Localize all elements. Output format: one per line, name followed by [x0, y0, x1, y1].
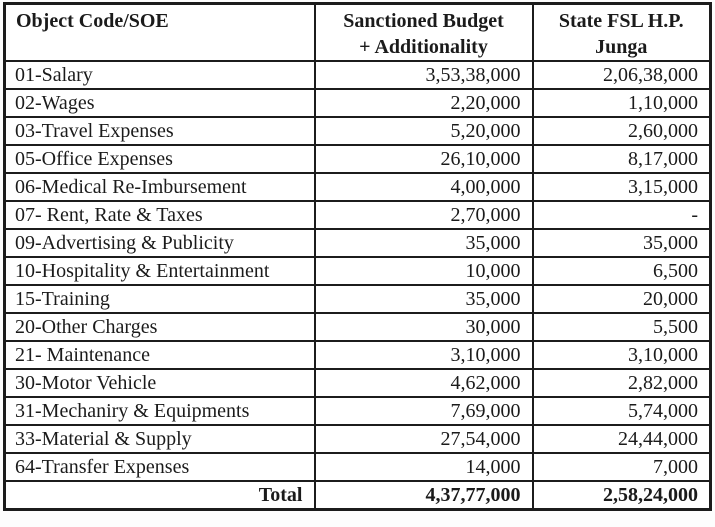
state-fsl-value: 1,10,000 — [531, 88, 712, 118]
row-label: 31-Mechaniry & Equipments — [3, 396, 316, 426]
total-label: Total — [3, 480, 316, 511]
row-label: 15-Training — [3, 284, 316, 314]
budget-table: Object Code/SOE Sanctioned Budget + Addi… — [3, 2, 712, 511]
state-fsl-value: 6,500 — [531, 256, 712, 286]
sanctioned-value: 5,20,000 — [313, 116, 534, 146]
table-row: 64-Transfer Expenses 14,000 7,000 — [3, 452, 712, 482]
row-label: 02-Wages — [3, 88, 316, 118]
state-fsl-value: 2,82,000 — [531, 368, 712, 398]
state-fsl-value: 5,500 — [531, 312, 712, 342]
sanctioned-value: 3,10,000 — [313, 340, 534, 370]
row-label: 06-Medical Re-Imbursement — [3, 172, 316, 202]
sanctioned-value: 27,54,000 — [313, 424, 534, 454]
table-row: 31-Mechaniry & Equipments 7,69,000 5,74,… — [3, 396, 712, 426]
sanctioned-value: 26,10,000 — [313, 144, 534, 174]
row-label: 30-Motor Vehicle — [3, 368, 316, 398]
col-header-state-fsl: State FSL H.P. Junga — [531, 2, 712, 62]
row-label: 21- Maintenance — [3, 340, 316, 370]
col-header-state-fsl-line1: State FSL H.P. — [558, 10, 684, 32]
table-row: 10-Hospitality & Entertainment 10,000 6,… — [3, 256, 712, 286]
row-label: 64-Transfer Expenses — [3, 452, 316, 482]
row-label: 01-Salary — [3, 60, 316, 90]
col-header-sanctioned-line1: Sanctioned Budget — [343, 10, 504, 32]
sanctioned-value: 10,000 — [313, 256, 534, 286]
row-label: 07- Rent, Rate & Taxes — [3, 200, 316, 230]
col-header-sanctioned-line2: + Additionality — [359, 36, 488, 58]
row-label: 05-Office Expenses — [3, 144, 316, 174]
table-row: 03-Travel Expenses 5,20,000 2,60,000 — [3, 116, 712, 146]
state-fsl-value: 3,15,000 — [531, 172, 712, 202]
sanctioned-value: 14,000 — [313, 452, 534, 482]
table-row: 15-Training 35,000 20,000 — [3, 284, 712, 314]
table-row: 30-Motor Vehicle 4,62,000 2,82,000 — [3, 368, 712, 398]
header-row: Object Code/SOE Sanctioned Budget + Addi… — [3, 2, 712, 62]
table-row: 21- Maintenance 3,10,000 3,10,000 — [3, 340, 712, 370]
state-fsl-value: 35,000 — [531, 228, 712, 258]
table-row: 33-Material & Supply 27,54,000 24,44,000 — [3, 424, 712, 454]
row-label: 20-Other Charges — [3, 312, 316, 342]
table-row: 07- Rent, Rate & Taxes 2,70,000 - — [3, 200, 712, 230]
sanctioned-value: 4,00,000 — [313, 172, 534, 202]
sanctioned-value: 4,62,000 — [313, 368, 534, 398]
row-label: 09-Advertising & Publicity — [3, 228, 316, 258]
table-row: 20-Other Charges 30,000 5,500 — [3, 312, 712, 342]
total-state-fsl-value: 2,58,24,000 — [531, 480, 712, 511]
col-header-state-fsl-line2: Junga — [595, 36, 648, 58]
state-fsl-value: 2,06,38,000 — [531, 60, 712, 90]
state-fsl-value: 3,10,000 — [531, 340, 712, 370]
row-label: 03-Travel Expenses — [3, 116, 316, 146]
state-fsl-value: 5,74,000 — [531, 396, 712, 426]
table-row: 09-Advertising & Publicity 35,000 35,000 — [3, 228, 712, 258]
sanctioned-value: 7,69,000 — [313, 396, 534, 426]
state-fsl-value: 2,60,000 — [531, 116, 712, 146]
row-label: 10-Hospitality & Entertainment — [3, 256, 316, 286]
state-fsl-value: 8,17,000 — [531, 144, 712, 174]
state-fsl-value: 7,000 — [531, 452, 712, 482]
state-fsl-value: - — [531, 200, 712, 230]
sanctioned-value: 2,70,000 — [313, 200, 534, 230]
col-header-object-code: Object Code/SOE — [3, 2, 316, 62]
table-row: 02-Wages 2,20,000 1,10,000 — [3, 88, 712, 118]
col-header-sanctioned-budget: Sanctioned Budget + Additionality — [313, 2, 534, 62]
sanctioned-value: 30,000 — [313, 312, 534, 342]
table-row: 01-Salary 3,53,38,000 2,06,38,000 — [3, 60, 712, 90]
state-fsl-value: 24,44,000 — [531, 424, 712, 454]
sanctioned-value: 35,000 — [313, 228, 534, 258]
sanctioned-value: 35,000 — [313, 284, 534, 314]
table-row: 06-Medical Re-Imbursement 4,00,000 3,15,… — [3, 172, 712, 202]
total-row: Total 4,37,77,000 2,58,24,000 — [3, 480, 712, 511]
table-row: 05-Office Expenses 26,10,000 8,17,000 — [3, 144, 712, 174]
row-label: 33-Material & Supply — [3, 424, 316, 454]
total-sanctioned-value: 4,37,77,000 — [313, 480, 534, 511]
sanctioned-value: 3,53,38,000 — [313, 60, 534, 90]
state-fsl-value: 20,000 — [531, 284, 712, 314]
sanctioned-value: 2,20,000 — [313, 88, 534, 118]
